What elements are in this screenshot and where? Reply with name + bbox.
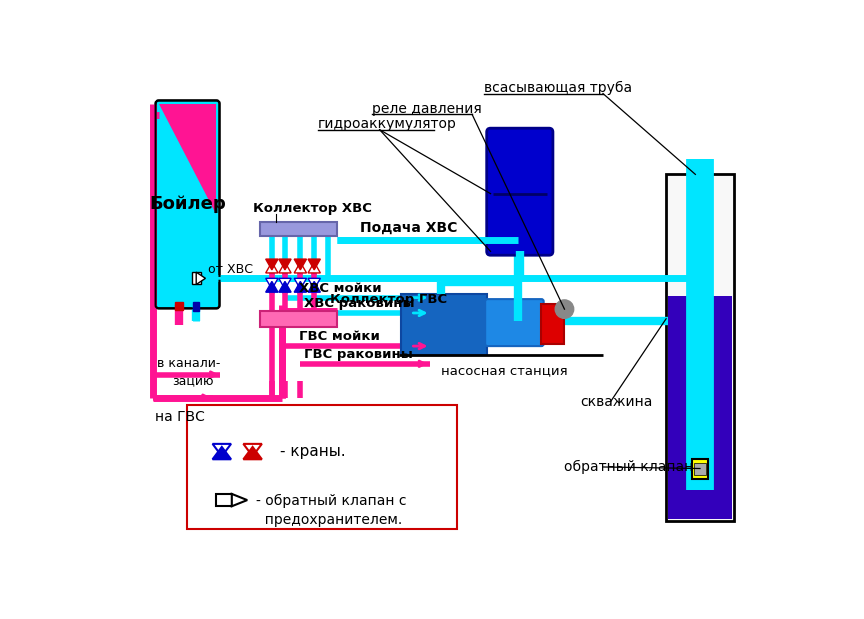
Text: Бойлер: Бойлер [149, 196, 226, 214]
Text: гидроаккумулятор: гидроаккумулятор [318, 118, 457, 131]
Polygon shape [266, 259, 278, 270]
Bar [192, 272, 200, 285]
Bar [187, 405, 457, 529]
Bar [175, 302, 182, 310]
Text: насосная станция: насосная станция [442, 364, 568, 377]
Text: всасывающая труба: всасывающая труба [484, 81, 632, 95]
Text: ХВС раковины: ХВС раковины [304, 297, 415, 310]
Polygon shape [308, 282, 321, 292]
Bar [666, 175, 734, 521]
Polygon shape [279, 259, 291, 270]
Text: Коллектор ГВС: Коллектор ГВС [329, 293, 447, 306]
Bar [216, 494, 232, 506]
Text: в канали-: в канали- [157, 357, 220, 370]
Bar [260, 222, 337, 236]
Polygon shape [266, 282, 278, 292]
Polygon shape [159, 103, 216, 215]
Text: - обратный клапан с: - обратный клапан с [257, 494, 407, 508]
Text: ГВС раковины: ГВС раковины [304, 348, 413, 361]
Text: ГВС мойки: ГВС мойки [299, 331, 379, 344]
Polygon shape [244, 447, 262, 459]
Polygon shape [294, 279, 307, 289]
Polygon shape [213, 447, 231, 459]
Polygon shape [279, 279, 291, 289]
Bar [401, 294, 487, 355]
Polygon shape [266, 279, 278, 289]
Text: Коллектор ХВС: Коллектор ХВС [252, 202, 372, 215]
Polygon shape [232, 494, 247, 506]
Polygon shape [308, 259, 321, 270]
Text: - краны.: - краны. [280, 444, 346, 459]
Text: Подача ХВС: Подача ХВС [360, 221, 458, 235]
FancyBboxPatch shape [486, 299, 543, 346]
Polygon shape [308, 279, 321, 289]
Bar [194, 302, 200, 311]
Bar [542, 304, 564, 344]
Text: от ХВС: от ХВС [207, 262, 253, 275]
Text: на ГВС: на ГВС [155, 410, 205, 424]
Bar [668, 296, 733, 519]
Polygon shape [294, 282, 307, 292]
FancyBboxPatch shape [156, 100, 219, 308]
Polygon shape [196, 272, 206, 285]
Polygon shape [244, 444, 262, 456]
Text: обратный клапан: обратный клапан [564, 460, 694, 474]
Text: ХВС мойки: ХВС мойки [299, 282, 381, 295]
Bar [692, 459, 708, 478]
Polygon shape [308, 262, 321, 273]
Bar [260, 311, 337, 327]
Text: реле давления: реле давления [372, 102, 482, 116]
Polygon shape [213, 444, 231, 456]
Polygon shape [279, 262, 291, 273]
Polygon shape [294, 262, 307, 273]
Circle shape [556, 300, 574, 318]
Polygon shape [279, 282, 291, 292]
Text: зацию: зацию [173, 374, 214, 387]
Polygon shape [266, 262, 278, 273]
FancyBboxPatch shape [486, 128, 553, 255]
Polygon shape [294, 259, 307, 270]
Text: скважина: скважина [580, 394, 652, 409]
Text: предохранителем.: предохранителем. [257, 513, 403, 527]
Bar [694, 463, 706, 475]
